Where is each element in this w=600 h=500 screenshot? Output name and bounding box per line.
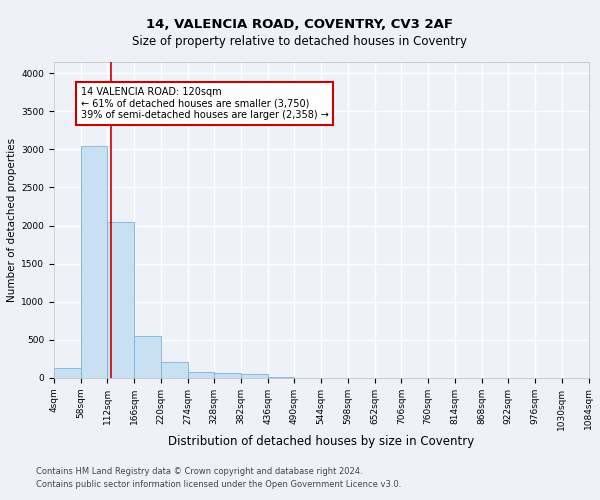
Bar bbox=[214, 373, 241, 378]
Bar bbox=[107, 222, 134, 378]
Y-axis label: Number of detached properties: Number of detached properties bbox=[7, 138, 17, 302]
Bar bbox=[161, 362, 188, 378]
Text: Contains HM Land Registry data © Crown copyright and database right 2024.: Contains HM Land Registry data © Crown c… bbox=[36, 467, 362, 476]
Text: Size of property relative to detached houses in Coventry: Size of property relative to detached ho… bbox=[133, 35, 467, 48]
Bar bbox=[188, 372, 214, 378]
Bar bbox=[134, 336, 161, 378]
Text: Contains public sector information licensed under the Open Government Licence v3: Contains public sector information licen… bbox=[36, 480, 401, 489]
Bar bbox=[241, 374, 268, 378]
Text: 14, VALENCIA ROAD, COVENTRY, CV3 2AF: 14, VALENCIA ROAD, COVENTRY, CV3 2AF bbox=[146, 18, 454, 30]
Bar bbox=[80, 146, 107, 378]
X-axis label: Distribution of detached houses by size in Coventry: Distribution of detached houses by size … bbox=[168, 435, 475, 448]
Bar bbox=[268, 377, 295, 378]
Bar bbox=[54, 368, 80, 378]
Text: 14 VALENCIA ROAD: 120sqm
← 61% of detached houses are smaller (3,750)
39% of sem: 14 VALENCIA ROAD: 120sqm ← 61% of detach… bbox=[80, 87, 328, 120]
